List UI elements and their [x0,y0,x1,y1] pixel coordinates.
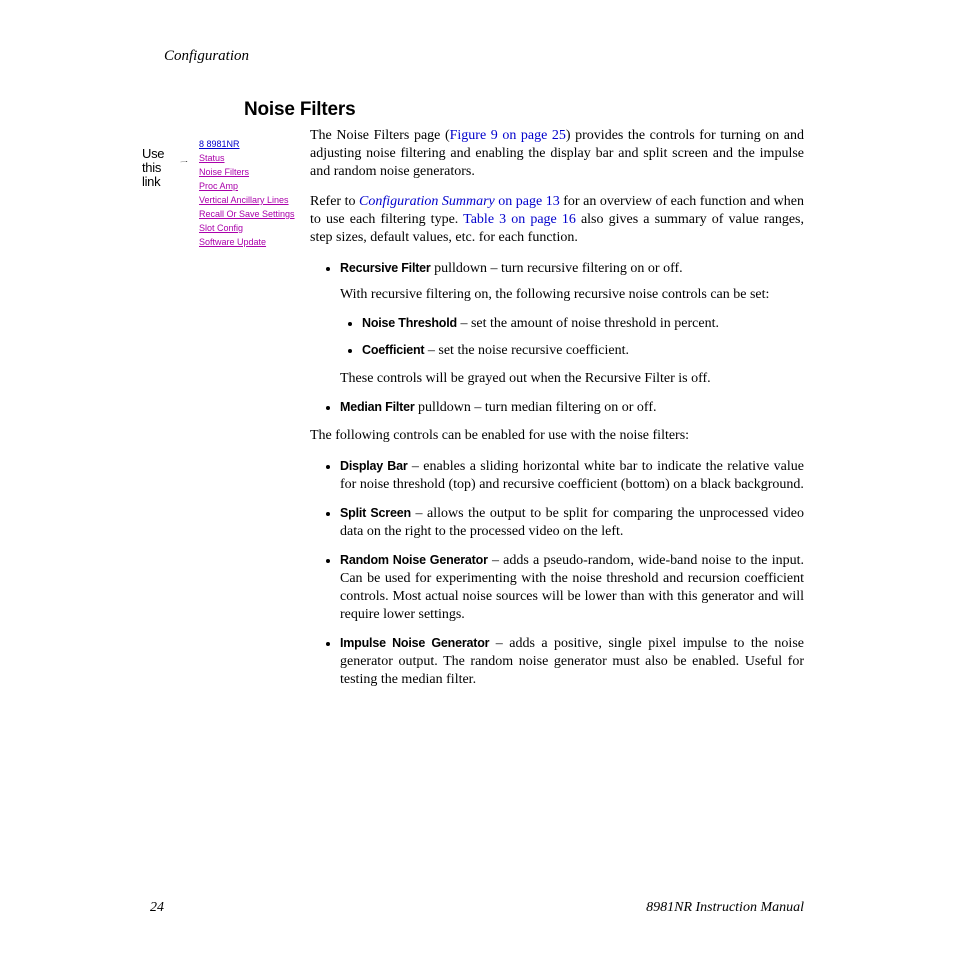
display-bar-term: Display Bar [340,459,408,473]
config-summary-page-reference[interactable]: on page 13 [495,194,560,209]
recursive-outro: These controls will be grayed out when t… [340,370,804,388]
intro-paragraph-1: The Noise Filters page (Figure 9 on page… [310,127,804,181]
impulse-noise-generator-item: Impulse Noise Generator – adds a positiv… [340,634,804,689]
page-number: 24 [150,900,164,916]
text: – set the noise recursive coefficient. [424,343,629,358]
nav-link-noise-filters[interactable]: Noise Filters [199,165,310,179]
sidebar: Use this link 8 8981NR Status Noise Filt… [150,127,310,249]
table-3-reference[interactable]: Table 3 on page 16 [463,212,576,227]
nav-link-recall-save[interactable]: Recall Or Save Settings [199,207,310,221]
filter-controls-list: Recursive Filter pulldown – turn recursi… [310,259,804,417]
median-filter-term: Median Filter [340,400,415,414]
display-bar-item: Display Bar – enables a sliding horizont… [340,457,804,494]
content-columns: Use this link 8 8981NR Status Noise Filt… [150,127,804,699]
nav-link-software-update[interactable]: Software Update [199,235,310,249]
nav-link-vertical-ancillary[interactable]: Vertical Ancillary Lines [199,193,310,207]
page-footer: 24 8981NR Instruction Manual [150,900,804,916]
running-head: Configuration [164,48,804,65]
config-summary-reference[interactable]: Configuration Summary [359,194,495,209]
nav-link-proc-amp[interactable]: Proc Amp [199,179,310,193]
text: – set the amount of noise threshold in p… [457,316,719,331]
random-noise-generator-term: Random Noise Generator [340,553,488,567]
impulse-noise-generator-term: Impulse Noise Generator [340,636,489,650]
pointer-arrow-icon [170,161,198,163]
median-filter-item: Median Filter pulldown – turn median fil… [340,398,804,417]
body-text: The Noise Filters page (Figure 9 on page… [310,127,804,699]
coefficient-term: Coefficient [362,343,424,357]
nav-link-status[interactable]: Status [199,151,310,165]
noise-threshold-item: Noise Threshold – set the amount of nois… [362,314,804,333]
callout-line1: Use [142,147,164,161]
text: – enables a sliding horizontal white bar… [340,459,804,492]
figure-9-reference[interactable]: Figure 9 on page 25 [450,128,566,143]
text: pulldown – turn recursive filtering on o… [431,261,683,276]
noise-threshold-term: Noise Threshold [362,316,457,330]
manual-title: 8981NR Instruction Manual [646,900,804,916]
intro-paragraph-2: Refer to Configuration Summary on page 1… [310,193,804,247]
use-this-link-callout: Use this link [142,147,164,189]
text: Refer to [310,194,359,209]
nav-link-slot-config[interactable]: Slot Config [199,221,310,235]
split-screen-term: Split Screen [340,506,411,520]
text: The Noise Filters page ( [310,128,450,143]
nav-link-top[interactable]: 8 8981NR [199,137,310,151]
recursive-filter-item: Recursive Filter pulldown – turn recursi… [340,259,804,388]
callout-line2: this [142,161,164,175]
recursive-filter-term: Recursive Filter [340,261,431,275]
text: pulldown – turn median filtering on or o… [415,400,657,415]
coefficient-item: Coefficient – set the noise recursive co… [362,341,804,360]
additional-controls-intro: The following controls can be enabled fo… [310,427,804,445]
additional-controls-list: Display Bar – enables a sliding horizont… [310,457,804,689]
section-title: Noise Filters [244,99,804,121]
manual-page: Configuration Noise Filters Use this lin… [0,0,954,954]
random-noise-generator-item: Random Noise Generator – adds a pseudo-r… [340,551,804,624]
split-screen-item: Split Screen – allows the output to be s… [340,504,804,541]
recursive-sub-list: Noise Threshold – set the amount of nois… [340,314,804,360]
callout-line3: link [142,175,164,189]
nav-link-list: 8 8981NR Status Noise Filters Proc Amp V… [199,137,310,249]
recursive-sub-intro: With recursive filtering on, the followi… [340,286,804,304]
